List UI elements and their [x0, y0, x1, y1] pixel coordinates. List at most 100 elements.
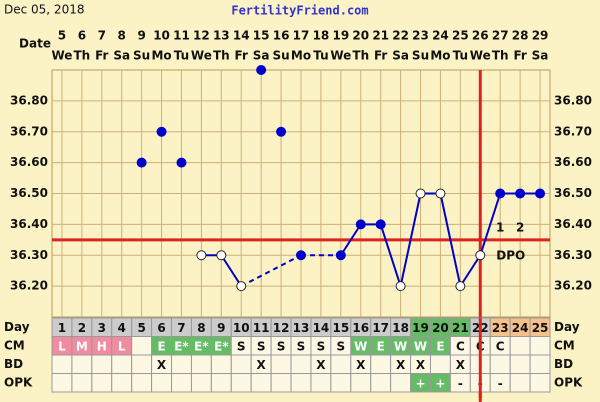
weekday-label: Sa [392, 49, 409, 63]
temp-point [355, 219, 366, 230]
row-cell [330, 354, 352, 374]
row-label-right: OPK [554, 375, 583, 389]
temp-point [296, 250, 306, 261]
row-cell [71, 373, 93, 393]
row-cell [51, 354, 73, 374]
row-value: W [414, 339, 427, 353]
day-number: 7 [177, 321, 185, 335]
weekday-label: Tu [174, 49, 189, 63]
day-number: 18 [392, 321, 409, 335]
row-cell [230, 373, 252, 393]
y-tick-label: 36.30 [10, 248, 48, 262]
temp-point [375, 219, 386, 230]
temp-point [256, 65, 267, 75]
day-number: 17 [372, 321, 389, 335]
row-cell [51, 373, 73, 393]
day-number: 19 [412, 321, 429, 335]
temp-line [399, 193, 422, 287]
temp-point [156, 126, 167, 137]
row-value: C [496, 339, 505, 353]
site-name: FertilityFriend.com [231, 4, 368, 18]
row-value: X [257, 358, 267, 372]
row-cell [91, 373, 113, 393]
temp-line [339, 223, 362, 256]
row-cell [529, 354, 551, 374]
row-cell [111, 373, 133, 393]
row-cell [529, 336, 551, 356]
row-value: H [97, 339, 107, 353]
day-number: 14 [313, 321, 330, 335]
date-label: 16 [273, 29, 290, 43]
weekday-label: Sa [113, 49, 130, 63]
row-cell [489, 354, 511, 374]
row-cell [509, 354, 531, 374]
row-cell [270, 373, 292, 393]
temp-line [439, 193, 462, 287]
y-tick-label-right: 36.60 [554, 155, 592, 169]
row-cell [350, 373, 372, 393]
date-label: 14 [233, 29, 250, 43]
row-value: X [316, 358, 326, 372]
temp-line [379, 224, 402, 287]
row-value: C [456, 339, 465, 353]
day-number: 5 [137, 321, 145, 335]
date-label: 5 [58, 29, 66, 43]
day-number: 1 [58, 321, 66, 335]
weekday-label: Fr [513, 49, 526, 63]
weekday-label: Fr [95, 49, 108, 63]
temp-point [535, 188, 546, 199]
row-cell [131, 336, 153, 356]
date-label: 26 [472, 29, 489, 43]
row-cell [390, 373, 412, 393]
day-number: 2 [78, 321, 86, 335]
row-cell [190, 373, 212, 393]
row-cell [210, 373, 232, 393]
weekday-label: Mo [151, 49, 171, 63]
row-cell [91, 354, 113, 374]
row-value: E* [174, 339, 189, 353]
weekday-label: We [51, 49, 72, 63]
row-value: E [436, 339, 444, 353]
y-tick-label-right: 36.40 [554, 217, 592, 231]
temp-point [276, 126, 287, 137]
row-cell [131, 354, 153, 374]
row-value: S [257, 339, 266, 353]
temp-point [176, 157, 187, 168]
day-number: 9 [217, 321, 225, 335]
row-value: W [354, 339, 367, 353]
y-tick-label-right: 36.20 [554, 279, 592, 293]
temp-point [196, 250, 207, 261]
row-value: X [356, 358, 366, 372]
date-label: 19 [332, 29, 349, 43]
weekday-label: Tu [313, 49, 328, 63]
row-label-right: BD [554, 357, 573, 371]
row-value: L [118, 339, 126, 353]
y-tick-label: 36.50 [10, 186, 48, 200]
day-number: 25 [532, 321, 549, 335]
weekday-label: Fr [374, 49, 387, 63]
day-number: 16 [352, 321, 369, 335]
date-label: 21 [372, 29, 389, 43]
y-tick-label: 36.80 [10, 93, 48, 107]
temp-point [495, 188, 506, 199]
weekday-label: We [470, 49, 491, 63]
weekday-label: Fr [235, 49, 248, 63]
row-value: L [58, 339, 66, 353]
row-value: S [237, 339, 246, 353]
row-cell [171, 354, 192, 374]
date-label: 12 [193, 29, 210, 43]
temp-point [415, 188, 426, 199]
day-number: 3 [98, 321, 106, 335]
temp-point [515, 188, 526, 199]
date-label: 13 [213, 29, 230, 43]
row-cell [210, 354, 232, 374]
row-value: M [76, 339, 88, 353]
date-label: 24 [432, 29, 449, 43]
row-label: OPK [4, 375, 33, 389]
row-value: S [317, 339, 326, 353]
weekday-label: Mo [291, 49, 311, 63]
day-number: 4 [118, 321, 126, 335]
weekday-label: Mo [430, 49, 450, 63]
temp-point [236, 281, 247, 292]
